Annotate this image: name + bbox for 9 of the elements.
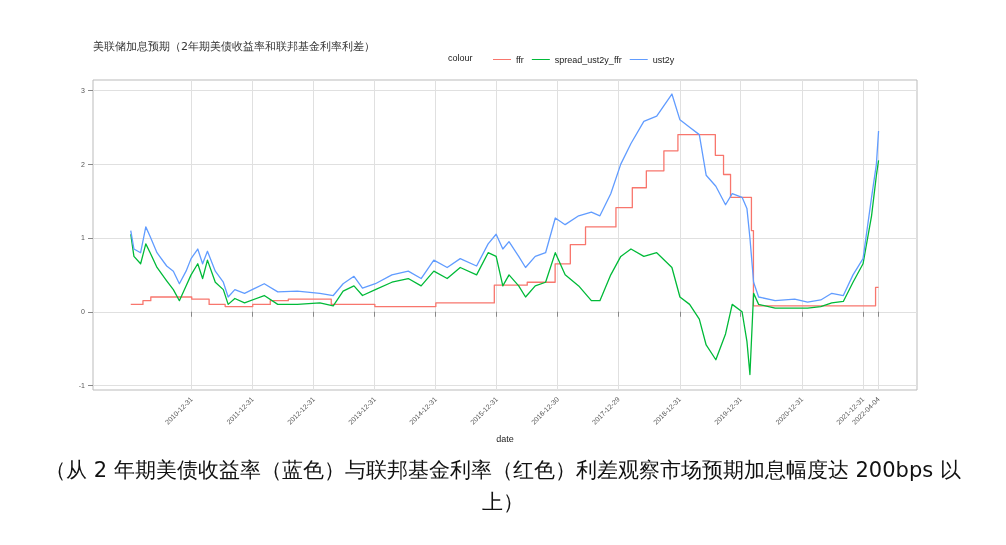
x-axis-title: date [496,433,514,444]
legend-label: spread_ust2y_ffr [554,54,622,65]
line-series [130,159,880,376]
legend-label: ffr [516,54,524,65]
line-series [130,93,880,303]
legend-title: colour [448,52,473,63]
legend-label: ust2y [652,54,675,65]
chart-title: 美联储加息预期（2年期美债收益率和联邦基金利率利差） [93,40,375,53]
text: （从 2 年期美债收益率（蓝色）与联邦基金利率（红色）利差观察市场预期加息幅度达 200bps 以上） [44,457,962,516]
